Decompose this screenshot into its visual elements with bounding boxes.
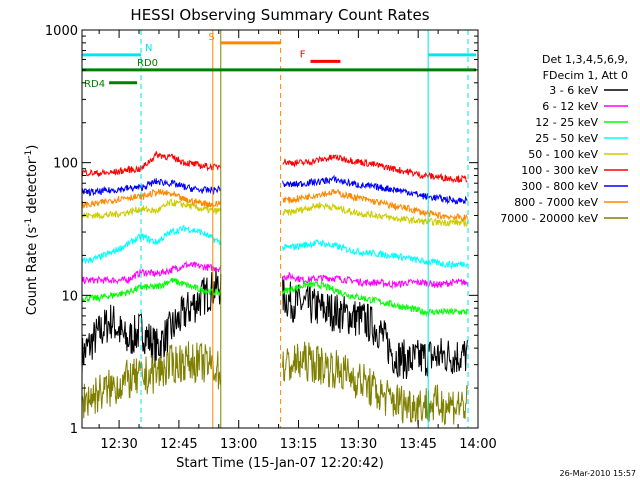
series-line-4-seg-0 — [81, 198, 222, 220]
series-800-7000keV — [81, 188, 468, 223]
chart-title: HESSI Observing Summary Count Rates — [130, 6, 429, 24]
x-tick-label-6: 14:00 — [459, 437, 496, 452]
footer-date: 26-Mar-2010 15:57 — [560, 469, 637, 478]
annotation-label-3: RD4 — [84, 79, 105, 90]
legend-header-0: Det 1,3,4,5,6,9, — [542, 53, 628, 66]
axis-layer: 1 10 100 1000 12:30 12:45 13:00 13:15 13:30 13:45… — [45, 24, 497, 452]
y-axis-label-sup2: -1 — [24, 150, 34, 159]
series-12-25keV — [81, 277, 468, 318]
series-line-5-seg-0 — [81, 151, 222, 177]
y-tick-label-1: 10 — [61, 289, 78, 304]
series-line-6-seg-0 — [81, 178, 222, 197]
series-line-3-seg-0 — [81, 224, 222, 264]
legend-entry-label-3: 25 - 50 keV — [535, 132, 598, 145]
x-tick-label-0: 12:30 — [100, 437, 137, 452]
series-3-6keV — [81, 267, 468, 380]
series-line-0-seg-1 — [282, 276, 468, 380]
series-100-300keV — [81, 151, 468, 184]
y-axis-label-sup1: -1 — [24, 218, 34, 227]
legend: Det 1,3,4,5,6,9, FDecim 1, Att 0 3 - 6 keV… — [500, 53, 628, 225]
x-tick-label-1: 12:45 — [160, 437, 197, 452]
y-tick-label-3: 1000 — [45, 24, 78, 39]
legend-entry-label-4: 50 - 100 keV — [528, 148, 598, 161]
series-6-12keV — [81, 260, 468, 290]
annotation-layer: NNRD0RD4SF — [82, 32, 477, 90]
x-tick-label-3: 13:15 — [280, 437, 317, 452]
plot-frame — [81, 29, 479, 429]
legend-entry-label-8: 7000 - 20000 keV — [500, 212, 598, 225]
series-line-1-seg-0 — [81, 260, 221, 285]
y-axis-label-part1: Count Rate (s — [25, 227, 40, 316]
x-tick-label-2: 13:00 — [220, 437, 257, 452]
annotation-label-5: F — [300, 49, 306, 60]
annotation-label-0: N — [145, 43, 152, 54]
y-axis-label: Count Rate (s-1 detector-1) — [24, 145, 40, 316]
y-tick-label-0: 1 — [70, 422, 78, 437]
series-line-2-seg-0 — [81, 277, 222, 303]
y-axis-label-part2: detector — [25, 158, 40, 218]
y-tick-label-2: 100 — [53, 157, 78, 172]
series-line-8-seg-0 — [81, 341, 222, 419]
series-line-4-seg-1 — [282, 202, 468, 227]
series-layer — [81, 151, 468, 426]
series-line-1-seg-1 — [282, 271, 468, 290]
series-50-100keV — [81, 198, 468, 227]
legend-header-1: FDecim 1, Att 0 — [543, 69, 628, 82]
series-7000-20000keV — [81, 341, 468, 426]
series-line-0-seg-0 — [81, 267, 222, 377]
series-line-3-seg-1 — [282, 239, 468, 270]
x-tick-label-5: 13:45 — [399, 437, 436, 452]
annotation-label-4: S — [208, 32, 214, 43]
legend-entry-label-7: 800 - 7000 keV — [514, 196, 598, 209]
series-25-50keV — [81, 224, 468, 270]
series-line-8-seg-1 — [282, 341, 468, 426]
series-line-7-seg-0 — [81, 188, 222, 210]
legend-entry-label-5: 100 - 300 keV — [521, 164, 598, 177]
legend-entry-label-0: 3 - 6 keV — [549, 84, 598, 97]
legend-entry-label-6: 300 - 800 keV — [521, 180, 598, 193]
legend-entry-label-2: 12 - 25 keV — [535, 116, 598, 129]
series-line-2-seg-1 — [282, 280, 468, 318]
y-axis-label-part3: ) — [25, 145, 40, 150]
x-tick-label-4: 13:30 — [340, 437, 377, 452]
series-line-5-seg-1 — [282, 154, 468, 184]
series-line-6-seg-1 — [282, 174, 468, 206]
annotation-label-2: RD0 — [137, 58, 158, 69]
series-line-7-seg-1 — [282, 188, 468, 223]
series-300-800keV — [81, 174, 468, 206]
x-axis-label: Start Time (15-Jan-07 12:20:42) — [176, 456, 384, 471]
legend-entry-label-1: 6 - 12 keV — [542, 100, 598, 113]
